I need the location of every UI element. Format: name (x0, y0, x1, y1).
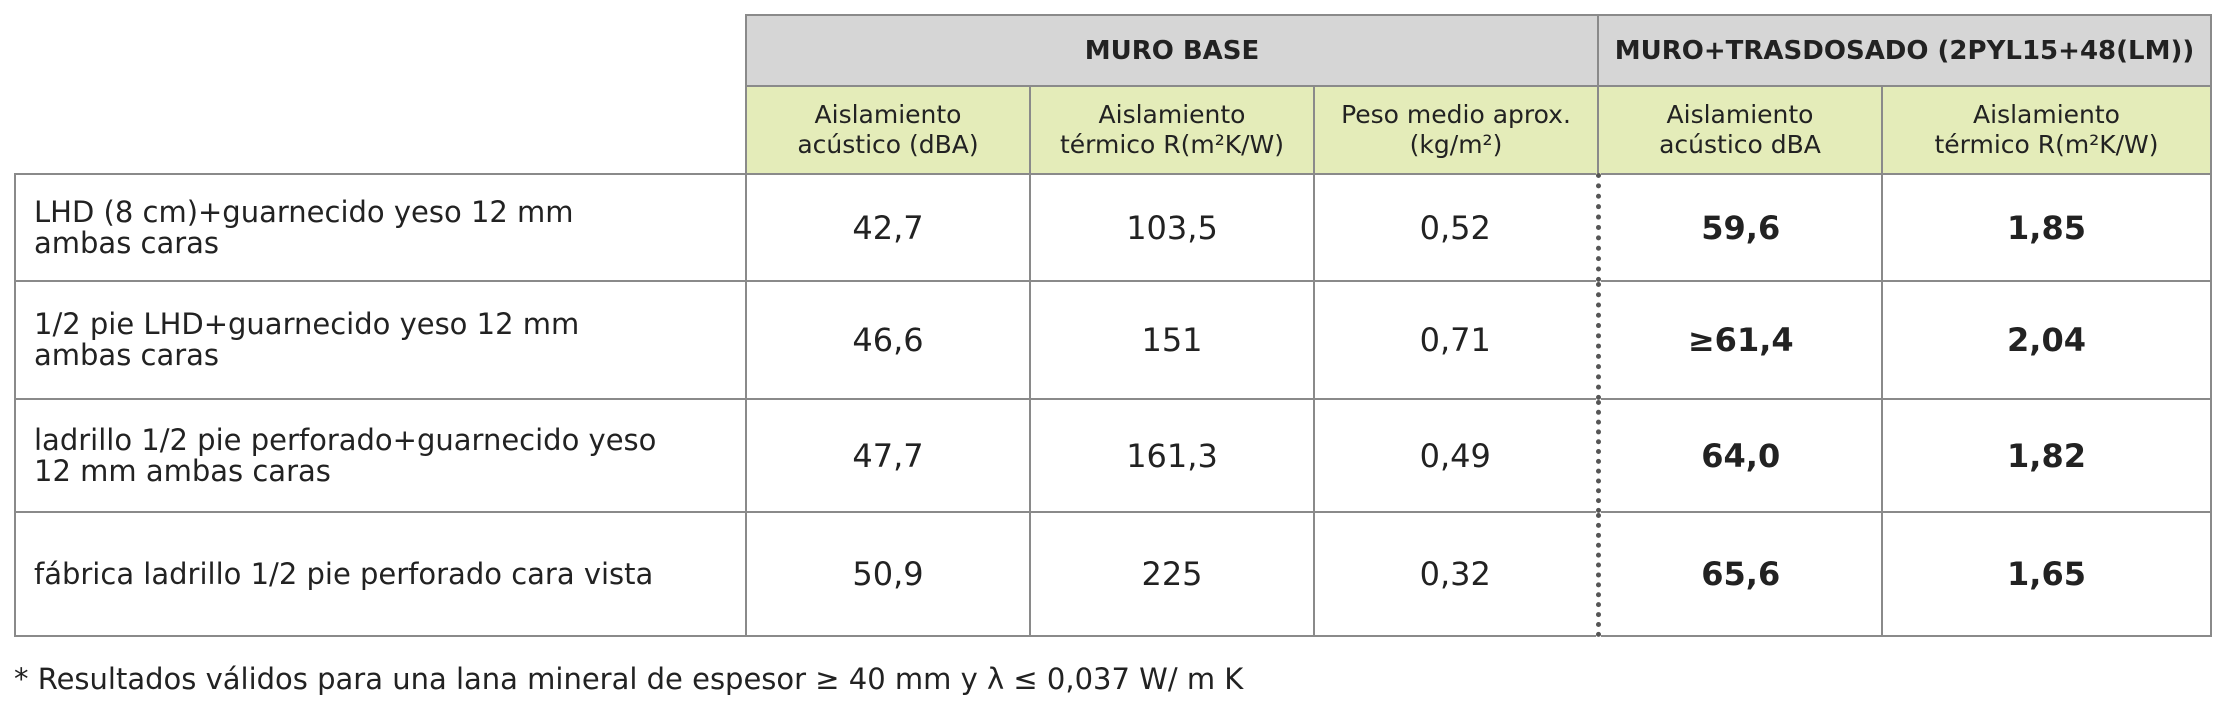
cell: 46,6 (745, 280, 1031, 400)
data-row: ladrillo 1/2 pie perforado+guarnecido ye… (14, 398, 2212, 513)
cell: 50,9 (745, 511, 1031, 637)
text-line: LHD (8 cm)+guarnecido yeso 12 mm (34, 194, 574, 229)
text-line: térmico R(m²K/W) (1934, 130, 2159, 159)
group-header: MURO BASE (745, 14, 1599, 87)
cell: 0,49 (1313, 398, 1599, 513)
cell: 0,52 (1313, 173, 1599, 282)
sub-header: Aislamiento acústico (dBA) (745, 85, 1031, 175)
sub-header: Peso medio aprox. (kg/m²) (1313, 85, 1599, 175)
sub-header: Aislamiento térmico R(m²K/W) (1881, 85, 2212, 175)
text-line: Aislamiento (1098, 100, 1246, 129)
cell: 47,7 (745, 398, 1031, 513)
data-table: MURO BASE MURO+TRASDOSADO (2PYL15+48(LM)… (14, 14, 2212, 637)
text-line: acústico (dBA) (797, 130, 979, 159)
group-header-row: MURO BASE MURO+TRASDOSADO (2PYL15+48(LM)… (15, 14, 2212, 87)
cell: 0,71 (1313, 280, 1599, 400)
row-label: 1/2 pie LHD+guarnecido yeso 12 mm ambas c… (14, 280, 747, 400)
text-line: Aislamiento (1973, 100, 2120, 129)
footnote: * Resultados válidos para una lana miner… (14, 662, 1244, 696)
group-header: MURO+TRASDOSADO (2PYL15+48(LM)) (1597, 14, 2212, 87)
sub-header-row: Aislamiento acústico (dBA) Aislamiento térm… (15, 85, 2212, 175)
text-line: (kg/m²) (1409, 130, 1503, 159)
cell: 2,04 (1881, 280, 2212, 400)
text-line: térmico R(m²K/W) (1059, 130, 1285, 159)
text-line: ladrillo 1/2 pie perforado+guarnecido ye… (34, 422, 657, 457)
text-line: 1/2 pie LHD+guarnecido yeso 12 mm (34, 307, 580, 341)
text-line: 12 mm ambas caras (34, 453, 331, 488)
row-label: ladrillo 1/2 pie perforado+guarnecido ye… (14, 398, 747, 513)
cell: 225 (1029, 511, 1315, 637)
cell: 1,85 (1881, 173, 2212, 282)
cell: 1,65 (1881, 511, 2212, 637)
text-line: Aislamiento (1666, 100, 1814, 129)
text-line: ambas caras (34, 338, 220, 372)
text-line: Peso medio aprox. (1341, 100, 1571, 129)
text-line: ambas caras (34, 225, 220, 260)
sub-header: Aislamiento térmico R(m²K/W) (1029, 85, 1315, 175)
text-line: fábrica ladrillo 1/2 pie perforado cara … (34, 556, 654, 591)
row-label: LHD (8 cm)+guarnecido yeso 12 mm ambas ca… (14, 173, 747, 282)
sub-header: Aislamiento acústico dBA (1597, 85, 1883, 175)
cell: 42,7 (745, 173, 1031, 282)
row-label: fábrica ladrillo 1/2 pie perforado cara … (14, 511, 747, 637)
cell: ≥61,4 (1595, 280, 1883, 400)
cell: 65,6 (1595, 511, 1883, 637)
data-row: LHD (8 cm)+guarnecido yeso 12 mm ambas ca… (14, 173, 2212, 282)
cell: 161,3 (1029, 398, 1315, 513)
cell: 1,82 (1881, 398, 2212, 513)
cell: 0,32 (1313, 511, 1599, 637)
cell: 59,6 (1595, 173, 1883, 282)
data-row: 1/2 pie LHD+guarnecido yeso 12 mm ambas c… (14, 280, 2212, 400)
data-row: fábrica ladrillo 1/2 pie perforado cara … (14, 511, 2212, 637)
cell: 103,5 (1029, 173, 1315, 282)
text-line: Aislamiento (814, 100, 962, 129)
cell: 64,0 (1595, 398, 1883, 513)
text-line: acústico dBA (1659, 130, 1821, 159)
cell: 151 (1029, 280, 1315, 400)
